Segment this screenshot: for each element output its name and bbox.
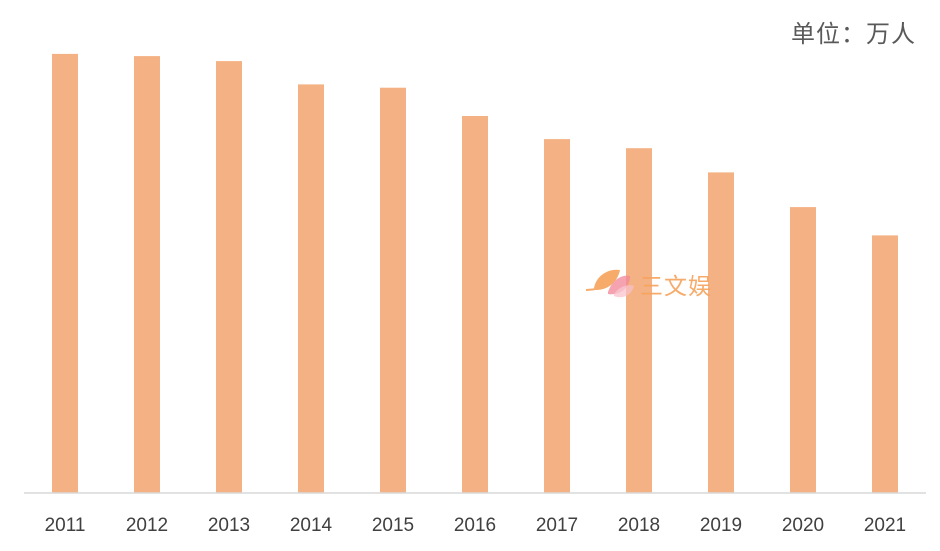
unit-label: 单位：万人 [791, 20, 916, 48]
bar-2016 [462, 116, 488, 493]
bars-group [52, 53, 898, 494]
x-tick-labels: 2011 2012 2013 2014 2015 2016 2017 2018 2019 2020… [45, 515, 907, 536]
bar-2018 [626, 148, 652, 493]
bar-2017 [544, 139, 570, 493]
x-tick-label-2011: 2011 [45, 515, 86, 536]
bar-2012 [134, 56, 160, 493]
x-tick-label-2016: 2016 [454, 515, 496, 536]
x-tick-label-2012: 2012 [126, 515, 168, 536]
x-tick-label-2018: 2018 [618, 515, 660, 536]
watermark: 三文娱 [584, 266, 712, 302]
x-tick-label-2013: 2013 [208, 515, 250, 536]
bar-2011 [52, 53, 78, 494]
bar-2021 [872, 235, 898, 493]
bar-2019 [708, 172, 734, 493]
x-tick-label-2020: 2020 [782, 515, 824, 536]
x-tick-label-2019: 2019 [700, 515, 742, 536]
bar-2014 [298, 84, 324, 494]
leaf-logo-icon [585, 269, 634, 298]
x-tick-label-2014: 2014 [290, 515, 333, 536]
watermark-text: 三文娱 [640, 274, 712, 300]
x-tick-label-2021: 2021 [864, 515, 906, 536]
bar-2013 [216, 61, 242, 493]
bar-2015 [380, 87, 406, 493]
x-tick-label-2015: 2015 [372, 515, 414, 536]
x-tick-label-2017: 2017 [536, 515, 578, 536]
bar-2020 [790, 207, 816, 493]
